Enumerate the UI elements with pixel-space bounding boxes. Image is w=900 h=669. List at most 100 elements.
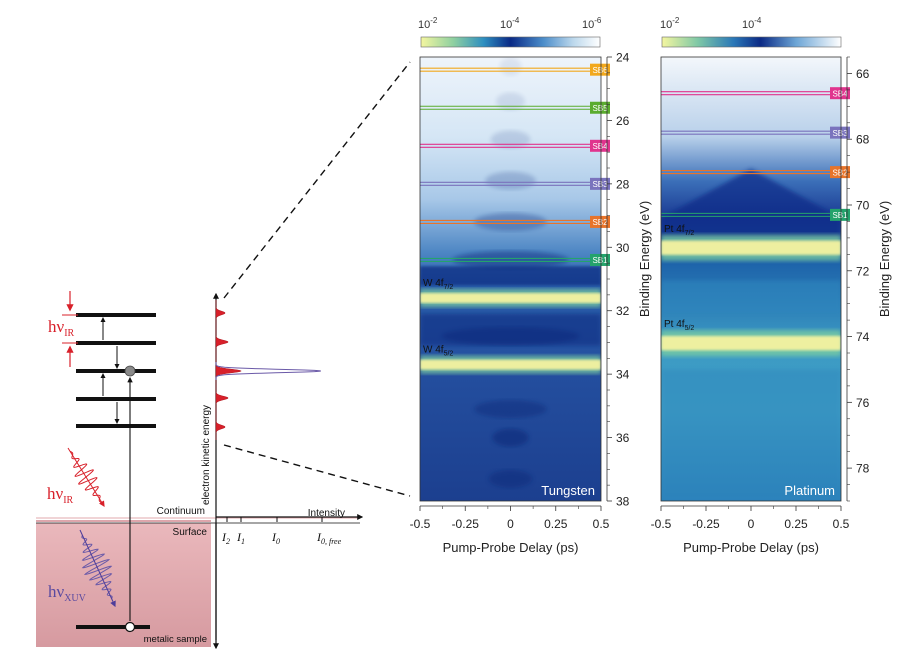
sideband-label: SB3 <box>592 180 608 189</box>
sideband-label: SB1 <box>592 256 608 265</box>
tick-i2: I2 <box>221 530 230 546</box>
x-axis-label: Pump-Probe Delay (ps) <box>443 540 579 555</box>
sideband-label: SB4 <box>592 142 608 151</box>
tick-i0-free: I0, free <box>316 530 342 546</box>
sideband-label: SB2 <box>832 168 848 177</box>
intensity-blob <box>452 250 569 269</box>
sideband-tag <box>590 177 610 190</box>
tick-i1: I1 <box>236 530 245 546</box>
y-tick-label: 32 <box>616 304 630 318</box>
sideband-tag <box>590 139 610 152</box>
sideband-label: SB6 <box>592 66 608 75</box>
sample-label: metalic sample <box>144 634 207 645</box>
sideband-label: SB4 <box>832 89 848 98</box>
ir-pulse-icon <box>67 447 105 508</box>
energy-axis-label: electron kinetic energy <box>201 405 212 505</box>
y-tick-label: 36 <box>616 431 630 445</box>
peak-label: Pt 4f5/2 <box>664 319 694 332</box>
intensity-blob <box>661 168 841 238</box>
intensity-blob <box>499 57 522 76</box>
y-tick-label: 68 <box>856 133 870 147</box>
intensity-blob <box>490 130 531 149</box>
intensity-blob <box>474 212 547 231</box>
peak-label: Pt 4f7/2 <box>664 224 694 237</box>
y-tick-label: 30 <box>616 241 630 255</box>
colorbar-gradient <box>420 36 601 48</box>
heatmap-tungsten: W 4f7/2 W 4f5/2 SB6 SB5 SB4 SB3 SB2 SB1 Tungsten… <box>410 51 652 556</box>
sideband-tag <box>830 208 850 221</box>
hv-xuv-label: hνXUV <box>48 582 87 604</box>
y-tick-label: 26 <box>616 114 630 128</box>
hole-dot <box>124 621 136 633</box>
sideband-tag <box>830 166 850 179</box>
sideband-label: SB2 <box>592 218 608 227</box>
y-tick-label: 24 <box>616 51 630 65</box>
hv-ir-label: hνIR <box>48 317 75 339</box>
sideband-tag <box>830 87 850 100</box>
colorbar-tick: 10-4 <box>742 16 762 31</box>
colorbar-tick: 10-6 <box>582 16 602 31</box>
sideband-tag <box>590 215 610 228</box>
x-tick-label: 0.25 <box>784 517 808 531</box>
x-tick-label: 0 <box>748 517 755 531</box>
y-tick-label: 78 <box>856 462 870 476</box>
peak-label: W 4f7/2 <box>423 278 453 291</box>
hv-ir-pulse-label: hνIR <box>47 484 74 506</box>
colorbar-tick: 10-2 <box>660 16 680 31</box>
intensity-blob <box>485 171 536 190</box>
continuum-label: Continuum <box>157 506 205 517</box>
x-tick-label: 0 <box>507 517 514 531</box>
x-tick-label: -0.5 <box>410 517 431 531</box>
sideband-tag <box>590 63 610 76</box>
colorbar-tungsten: 10-2 10-4 10-6 <box>418 16 602 48</box>
sideband-tag <box>590 253 610 266</box>
photoelectron-spectrum <box>215 300 321 440</box>
y-tick-label: 66 <box>856 67 870 81</box>
colorbar-tick: 10-4 <box>500 16 520 31</box>
y-tick-label: 72 <box>856 264 870 278</box>
sideband-tag <box>830 126 850 139</box>
y-tick-label: 74 <box>856 330 870 344</box>
panel-label: Platinum <box>784 483 835 498</box>
y-axis-label: Binding Energy (eV) <box>637 201 652 317</box>
intensity-axis-label: Intensity <box>308 508 345 519</box>
zoom-line-top <box>223 61 411 299</box>
y-tick-label: 76 <box>856 396 870 410</box>
x-tick-label: 0.5 <box>593 517 610 531</box>
heatmap-platinum: Pt 4f7/2 Pt 4f5/2 SB4 SB3 SB2 SB1 Platinum -0.5… <box>651 56 892 555</box>
colorbar-tick: 10-2 <box>418 16 438 31</box>
peak-label: W 4f5/2 <box>423 345 453 358</box>
y-tick-label: 34 <box>616 368 630 382</box>
colorbar-gradient <box>661 36 842 48</box>
x-tick-label: 0.5 <box>833 517 850 531</box>
sideband-label: SB5 <box>592 104 608 113</box>
x-tick-label: 0.25 <box>544 517 568 531</box>
panel-frame <box>419 56 602 502</box>
tick-i0: I0 <box>271 530 280 546</box>
intensity-blob <box>492 428 529 447</box>
heatmap-panels: W 4f7/2 W 4f5/2 SB6 SB5 SB4 SB3 SB2 SB1 Tungsten… <box>410 51 892 556</box>
zoom-line-bottom <box>223 444 411 497</box>
x-tick-label: -0.5 <box>651 517 672 531</box>
surface-label: Surface <box>173 527 208 538</box>
y-tick-label: 38 <box>616 495 630 509</box>
sideband-label: SB1 <box>832 211 848 220</box>
xuv-pulse-icon <box>79 529 116 608</box>
y-tick-label: 70 <box>856 199 870 213</box>
sideband-label: SB3 <box>832 129 848 138</box>
x-tick-label: -0.25 <box>452 517 480 531</box>
sideband-tag <box>590 101 610 114</box>
intensity-blob <box>488 469 533 488</box>
y-axis-label: Binding Energy (eV) <box>877 201 892 317</box>
intensity-blob <box>474 400 547 419</box>
x-axis-label: Pump-Probe Delay (ps) <box>683 540 819 555</box>
panel-label: Tungsten <box>541 483 595 498</box>
intensity-blob <box>496 92 525 111</box>
y-tick-label: 28 <box>616 177 630 191</box>
x-tick-label: -0.25 <box>692 517 720 531</box>
schematic: hνIR hνIR hνXUV Continuum Surface metali… <box>36 61 411 650</box>
colorbar-platinum: 10-2 10-4 <box>660 16 842 48</box>
electron-dot <box>124 365 136 377</box>
